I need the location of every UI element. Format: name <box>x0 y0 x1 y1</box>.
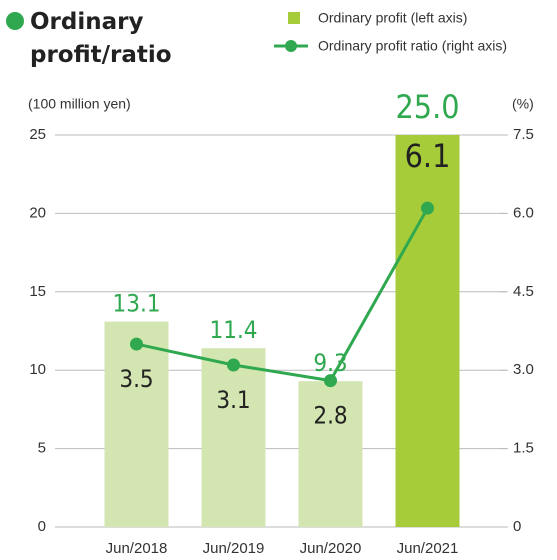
legend-swatch <box>288 12 300 24</box>
y-tick-label: 15 <box>29 283 46 300</box>
y2-axis-label: (%) <box>512 96 534 112</box>
y2-tick-label: 7.5 <box>513 126 534 143</box>
ratio-point <box>227 358 240 372</box>
bar <box>104 321 169 527</box>
legend-marker <box>285 40 297 52</box>
ratio-line <box>136 207 429 383</box>
bar <box>201 348 266 527</box>
y-tick-label: 25 <box>29 126 46 143</box>
legend-label: Ordinary profit (left axis) <box>318 10 467 26</box>
bar-value-label: 25.0 <box>395 88 459 126</box>
chart-title: Ordinary profit/ratio <box>30 9 172 68</box>
y2-tick-label: 6.0 <box>513 204 534 221</box>
bar <box>395 135 460 527</box>
y2-tick-label: 4.5 <box>513 283 534 300</box>
ratio-point <box>421 201 434 215</box>
ratio-value-label: 2.8 <box>313 402 347 430</box>
bar-value-label: 9.3 <box>313 349 347 377</box>
bar <box>298 381 363 527</box>
y2-tick-label: 1.5 <box>513 440 534 457</box>
ratio-point <box>130 337 143 351</box>
bar-value-label: 13.1 <box>112 290 160 318</box>
y-tick-label: 0 <box>38 518 46 535</box>
y-tick-label: 10 <box>29 361 46 378</box>
legend-label: Ordinary profit ratio (right axis) <box>318 38 507 54</box>
x-tick-label: Jun/2020 <box>300 540 362 557</box>
title-bullet <box>6 12 24 30</box>
x-tick-label: Jun/2018 <box>106 540 168 557</box>
ratio-value-label: 6.1 <box>405 137 451 175</box>
x-tick-label: Jun/2019 <box>203 540 265 557</box>
bar-value-label: 11.4 <box>209 316 257 344</box>
ratio-point <box>324 374 337 388</box>
y2-tick-label: 3.0 <box>513 361 534 378</box>
y-tick-label: 20 <box>29 204 46 221</box>
ratio-value-label: 3.1 <box>216 386 250 414</box>
x-tick-label: Jun/2021 <box>397 540 459 557</box>
y-axis-label: (100 million yen) <box>28 96 131 112</box>
y2-tick-label: 0 <box>513 518 521 535</box>
ratio-value-label: 3.5 <box>119 365 153 393</box>
y-tick-label: 5 <box>38 440 46 457</box>
